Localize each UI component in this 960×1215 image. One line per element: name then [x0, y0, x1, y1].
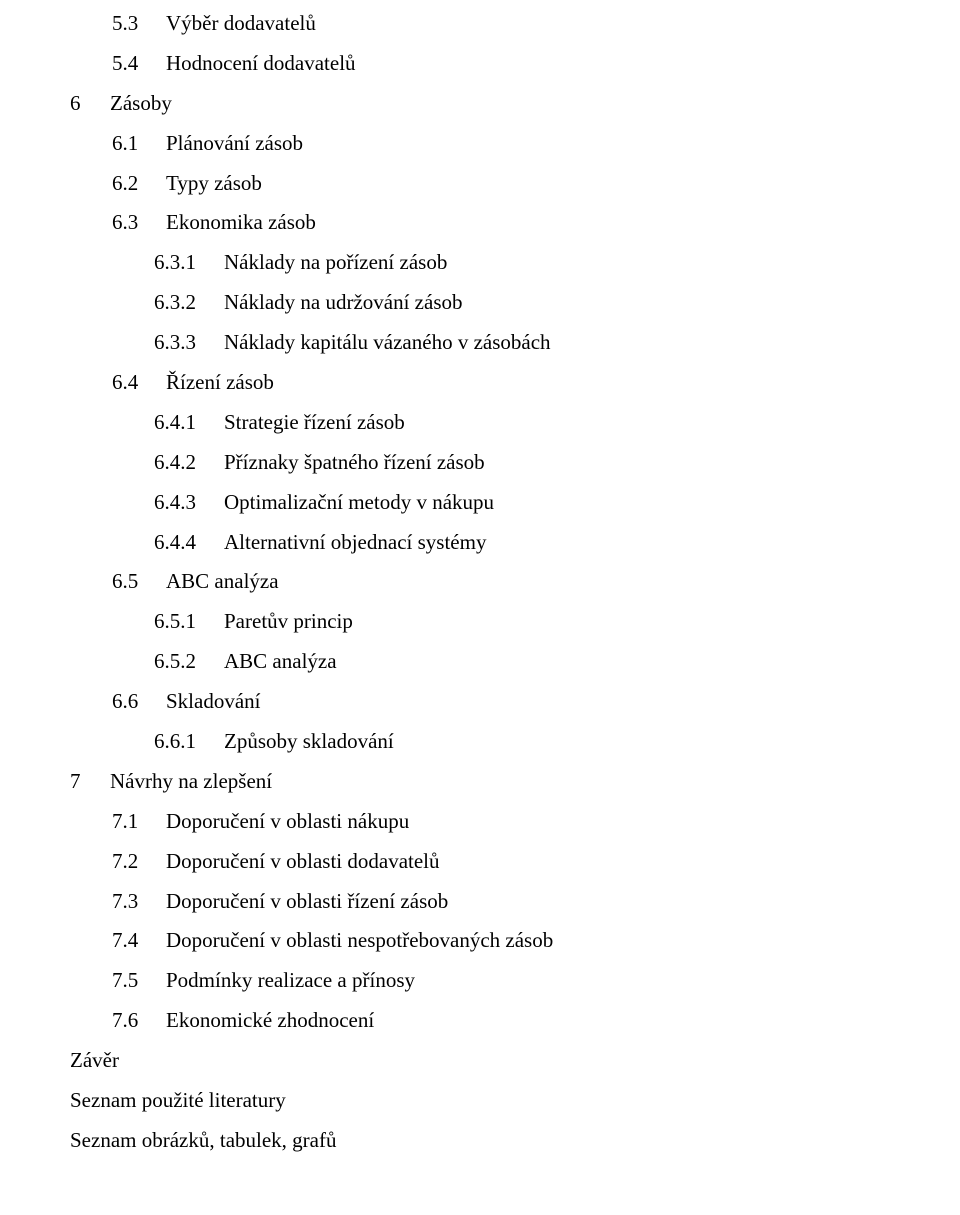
toc-entry-number: 5.3: [112, 4, 166, 44]
toc-entry-title: Ekonomické zhodnocení: [166, 1001, 374, 1041]
toc-entry-title: Seznam použité literatury: [70, 1081, 286, 1121]
toc-entry-number: 7.6: [112, 1001, 166, 1041]
toc-entry-number: 7.1: [112, 802, 166, 842]
toc-entry: 6.3.2Náklady na udržování zásob 46: [70, 283, 960, 323]
toc-entry: 6.6.1Způsoby skladování 56: [70, 722, 960, 762]
toc-entry-title: Plánování zásob: [166, 124, 303, 164]
toc-entry-title: Návrhy na zlepšení: [110, 762, 272, 802]
toc-entry-title: Alternativní objednací systémy: [224, 523, 486, 563]
toc-entry-number: 7: [70, 762, 110, 802]
toc-entry: 7.6Ekonomické zhodnocení 72: [70, 1001, 960, 1041]
toc-entry-title: Seznam obrázků, tabulek, grafů: [70, 1121, 336, 1161]
toc-entry: 6.3Ekonomika zásob 45: [70, 203, 960, 243]
toc-entry-title: Typy zásob: [166, 164, 262, 204]
toc-entry: 7.1Doporučení v oblasti nákupu 58: [70, 802, 960, 842]
toc-entry-title: Doporučení v oblasti dodavatelů: [166, 842, 440, 882]
toc-entry-number: 6.5.1: [154, 602, 224, 642]
toc-entry: 6.3.1Náklady na pořízení zásob 45: [70, 243, 960, 283]
toc-entry-number: 6.1: [112, 124, 166, 164]
toc-entry-number: 6.6.1: [154, 722, 224, 762]
toc-entry-title: Hodnocení dodavatelů: [166, 44, 356, 84]
toc-entry: 5.3Výběr dodavatelů 40: [70, 4, 960, 44]
toc-entry: 6.1Plánování zásob 44: [70, 124, 960, 164]
table-of-contents: 5.3Výběr dodavatelů 405.4Hodnocení dodav…: [70, 4, 960, 1161]
toc-entry-number: 6.3.3: [154, 323, 224, 363]
toc-entry-title: Náklady kapitálu vázaného v zásobách: [224, 323, 551, 363]
toc-entry: 6.4.4Alternativní objednací systémy 51: [70, 523, 960, 563]
toc-entry: 6.3.3Náklady kapitálu vázaného v zásobác…: [70, 323, 960, 363]
toc-entry-title: Skladování: [166, 682, 261, 722]
toc-entry: 6.5.1Paretův princip 54: [70, 602, 960, 642]
toc-entry-title: Náklady na udržování zásob: [224, 283, 463, 323]
toc-entry: 7Návrhy na zlepšení 58: [70, 762, 960, 802]
toc-entry-title: Závěr: [70, 1041, 119, 1081]
toc-entry-title: Způsoby skladování: [224, 722, 394, 762]
toc-entry: 7.5Podmínky realizace a přínosy 71: [70, 961, 960, 1001]
toc-entry-number: 6.2: [112, 164, 166, 204]
toc-entry: 6.4.1Strategie řízení zásob 49: [70, 403, 960, 443]
toc-entry: Seznam obrázků, tabulek, grafů 77: [70, 1121, 960, 1161]
toc-entry: 6.5.2ABC analýza 55: [70, 642, 960, 682]
toc-entry-number: 7.2: [112, 842, 166, 882]
toc-entry-number: 6.4.4: [154, 523, 224, 563]
toc-entry-title: Náklady na pořízení zásob: [224, 243, 447, 283]
toc-entry-title: Podmínky realizace a přínosy: [166, 961, 415, 1001]
toc-entry: 7.3Doporučení v oblasti řízení zásob 64: [70, 882, 960, 922]
toc-entry-number: 6.5.2: [154, 642, 224, 682]
toc-entry-title: Doporučení v oblasti nespotřebovaných zá…: [166, 921, 553, 961]
toc-entry-number: 6.3: [112, 203, 166, 243]
toc-entry-title: Řízení zásob: [166, 363, 274, 403]
toc-entry-title: Výběr dodavatelů: [166, 4, 316, 44]
toc-entry-number: 6.6: [112, 682, 166, 722]
toc-entry-title: ABC analýza: [166, 562, 279, 602]
toc-entry-number: 6.3.1: [154, 243, 224, 283]
toc-entry-title: Ekonomika zásob: [166, 203, 316, 243]
toc-entry-title: Paretův princip: [224, 602, 353, 642]
toc-entry: 6.2Typy zásob 44: [70, 164, 960, 204]
toc-entry-number: 6.5: [112, 562, 166, 602]
toc-entry-title: Zásoby: [110, 84, 172, 124]
toc-entry-number: 5.4: [112, 44, 166, 84]
toc-entry-title: ABC analýza: [224, 642, 337, 682]
toc-entry-number: 6: [70, 84, 110, 124]
toc-entry-title: Strategie řízení zásob: [224, 403, 405, 443]
toc-entry-number: 6.4.2: [154, 443, 224, 483]
toc-entry: 6.4.2Příznaky špatného řízení zásob 50: [70, 443, 960, 483]
toc-entry-number: 7.4: [112, 921, 166, 961]
toc-entry-number: 7.3: [112, 882, 166, 922]
toc-entry: 6.4.3Optimalizační metody v nákupu 51: [70, 483, 960, 523]
toc-entry-number: 6.4.3: [154, 483, 224, 523]
toc-entry: Závěr 74: [70, 1041, 960, 1081]
toc-entry: 5.4Hodnocení dodavatelů 41: [70, 44, 960, 84]
toc-entry-number: 7.5: [112, 961, 166, 1001]
toc-entry: Seznam použité literatury 75: [70, 1081, 960, 1121]
toc-entry-title: Doporučení v oblasti řízení zásob: [166, 882, 448, 922]
toc-entry-number: 6.3.2: [154, 283, 224, 323]
toc-entry: 6Zásoby 44: [70, 84, 960, 124]
toc-entry: 6.6Skladování 56: [70, 682, 960, 722]
toc-entry: 7.4Doporučení v oblasti nespotřebovaných…: [70, 921, 960, 961]
toc-entry-number: 6.4: [112, 363, 166, 403]
toc-entry-title: Optimalizační metody v nákupu: [224, 483, 494, 523]
toc-entry: 6.4Řízení zásob 48: [70, 363, 960, 403]
toc-entry-title: Doporučení v oblasti nákupu: [166, 802, 409, 842]
toc-entry-number: 6.4.1: [154, 403, 224, 443]
toc-entry: 7.2Doporučení v oblasti dodavatelů 61: [70, 842, 960, 882]
toc-entry: 6.5ABC analýza 54: [70, 562, 960, 602]
toc-entry-title: Příznaky špatného řízení zásob: [224, 443, 485, 483]
